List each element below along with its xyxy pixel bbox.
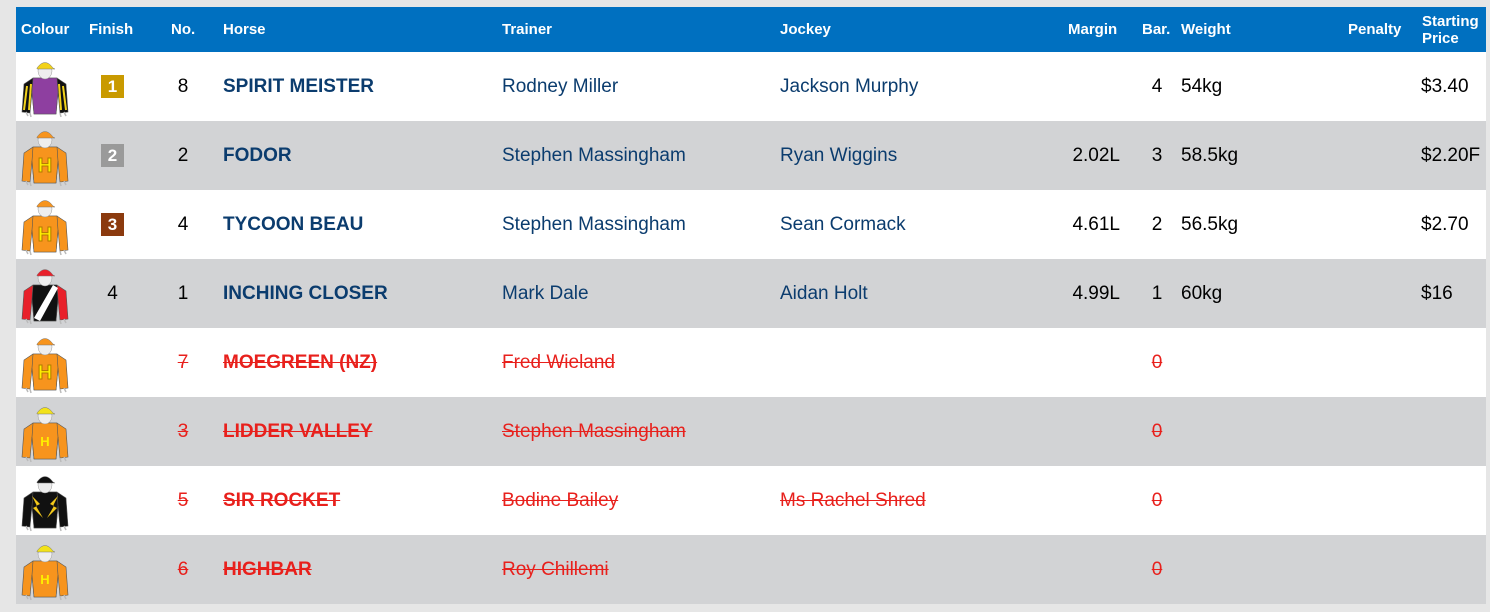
table-row: H 7 MOEGREEN (NZ) Fred Wieland 0 — [16, 328, 1486, 397]
jockey-link[interactable]: Jackson Murphy — [780, 76, 919, 97]
barrier: 2 — [1151, 214, 1163, 235]
trainer-link[interactable]: Fred Wieland — [502, 352, 615, 373]
horse-name-link[interactable]: SPIRIT MEISTER — [223, 76, 374, 97]
horse-name-link[interactable]: LIDDER VALLEY — [223, 421, 373, 442]
horse-name-link[interactable]: HIGHBAR — [223, 559, 312, 580]
header-trainer: Trainer — [502, 21, 553, 38]
starting-price: $16 — [1421, 283, 1453, 304]
jockey-silks-icon: H — [20, 125, 70, 187]
header-jockey: Jockey — [780, 21, 831, 38]
finish-position-badge: 4 — [107, 283, 118, 304]
results-table: Colour Finish No. Horse Trainer Jockey M… — [16, 7, 1486, 604]
starting-price: $2.20F — [1421, 145, 1481, 166]
runner-number: 2 — [177, 145, 189, 166]
finish-position-badge — [101, 489, 124, 512]
starting-price: $2.70 — [1421, 214, 1469, 235]
header-finish: Finish — [89, 21, 134, 38]
barrier: 3 — [1151, 145, 1163, 166]
table-row: 1 8 SPIRIT MEISTER Rodney Miller Jackson… — [16, 52, 1486, 121]
runner-number: 4 — [177, 214, 189, 235]
jockey-silks-icon — [20, 470, 70, 532]
header-penalty: Penalty — [1348, 21, 1402, 38]
jockey-silks-icon: H — [20, 332, 70, 394]
runner-number: 5 — [177, 490, 189, 511]
svg-text:H: H — [38, 155, 52, 177]
horse-name-link[interactable]: MOEGREEN (NZ) — [223, 352, 378, 373]
trainer-link[interactable]: Stephen Massingham — [502, 214, 686, 235]
table-row: 4 1 INCHING CLOSER Mark Dale Aidan Holt … — [16, 259, 1486, 328]
header-starting-price: Starting Price — [1422, 13, 1479, 47]
barrier: 0 — [1151, 421, 1163, 442]
trainer-link[interactable]: Stephen Massingham — [502, 421, 686, 442]
trainer-link[interactable]: Bodine Bailey — [502, 490, 619, 511]
jockey-silks-icon: H — [20, 539, 70, 601]
trainer-link[interactable]: Mark Dale — [502, 283, 589, 304]
finish-position-badge — [101, 351, 124, 374]
header-no: No. — [171, 21, 196, 38]
margin: 4.61L — [1072, 214, 1120, 235]
header-colour: Colour — [21, 21, 70, 38]
svg-text:H: H — [40, 434, 49, 449]
finish-position-badge: 2 — [101, 144, 124, 167]
table-body: 1 8 SPIRIT MEISTER Rodney Miller Jackson… — [16, 52, 1486, 604]
horse-name-link[interactable]: INCHING CLOSER — [223, 283, 388, 304]
runner-number: 6 — [177, 559, 189, 580]
weight: 56.5kg — [1181, 214, 1239, 235]
finish-position-badge — [101, 558, 124, 581]
header-margin: Margin — [1068, 21, 1118, 38]
svg-text:H: H — [38, 362, 52, 384]
horse-name-link[interactable]: TYCOON BEAU — [223, 214, 364, 235]
table-row: H 3 4 TYCOON BEAU Stephen Massingham Sea… — [16, 190, 1486, 259]
svg-text:H: H — [38, 224, 52, 246]
table-row: H 6 HIGHBAR Roy Chillemi 0 — [16, 535, 1486, 604]
runner-number: 7 — [177, 352, 189, 373]
horse-name-link[interactable]: SIR ROCKET — [223, 490, 341, 511]
jockey-silks-icon — [20, 263, 70, 325]
weight: 54kg — [1181, 76, 1223, 97]
finish-position-badge — [101, 420, 124, 443]
table-row: H 2 2 FODOR Stephen Massingham Ryan Wigg… — [16, 121, 1486, 190]
jockey-silks-icon: H — [20, 194, 70, 256]
jockey-link[interactable]: Ms Rachel Shred — [780, 490, 926, 511]
margin: 2.02L — [1072, 145, 1120, 166]
barrier: 1 — [1151, 283, 1163, 304]
barrier: 0 — [1151, 559, 1163, 580]
jockey-silks-icon — [20, 56, 70, 118]
barrier: 0 — [1151, 490, 1163, 511]
margin: 4.99L — [1072, 283, 1120, 304]
header-bar: Bar. — [1142, 21, 1171, 38]
header-horse: Horse — [223, 21, 266, 38]
weight: 60kg — [1181, 283, 1223, 304]
barrier: 4 — [1151, 76, 1163, 97]
trainer-link[interactable]: Roy Chillemi — [502, 559, 609, 580]
table-row: 5 SIR ROCKET Bodine Bailey Ms Rachel Shr… — [16, 466, 1486, 535]
jockey-link[interactable]: Aidan Holt — [780, 283, 868, 304]
table-row: H 3 LIDDER VALLEY Stephen Massingham 0 — [16, 397, 1486, 466]
finish-position-badge: 3 — [101, 213, 124, 236]
jockey-silks-icon: H — [20, 401, 70, 463]
jockey-link[interactable]: Ryan Wiggins — [780, 145, 898, 166]
finish-position-badge: 1 — [101, 75, 124, 98]
trainer-link[interactable]: Rodney Miller — [502, 76, 619, 97]
jockey-link[interactable]: Sean Cormack — [780, 214, 906, 235]
svg-text:H: H — [40, 572, 49, 587]
header-weight: Weight — [1181, 21, 1231, 38]
runner-number: 8 — [177, 76, 189, 97]
horse-name-link[interactable]: FODOR — [223, 145, 292, 166]
runner-number: 3 — [177, 421, 189, 442]
weight: 58.5kg — [1181, 145, 1239, 166]
runner-number: 1 — [177, 283, 189, 304]
barrier: 0 — [1151, 352, 1163, 373]
trainer-link[interactable]: Stephen Massingham — [502, 145, 686, 166]
table-header: Colour Finish No. Horse Trainer Jockey M… — [16, 7, 1486, 52]
starting-price: $3.40 — [1421, 76, 1469, 97]
